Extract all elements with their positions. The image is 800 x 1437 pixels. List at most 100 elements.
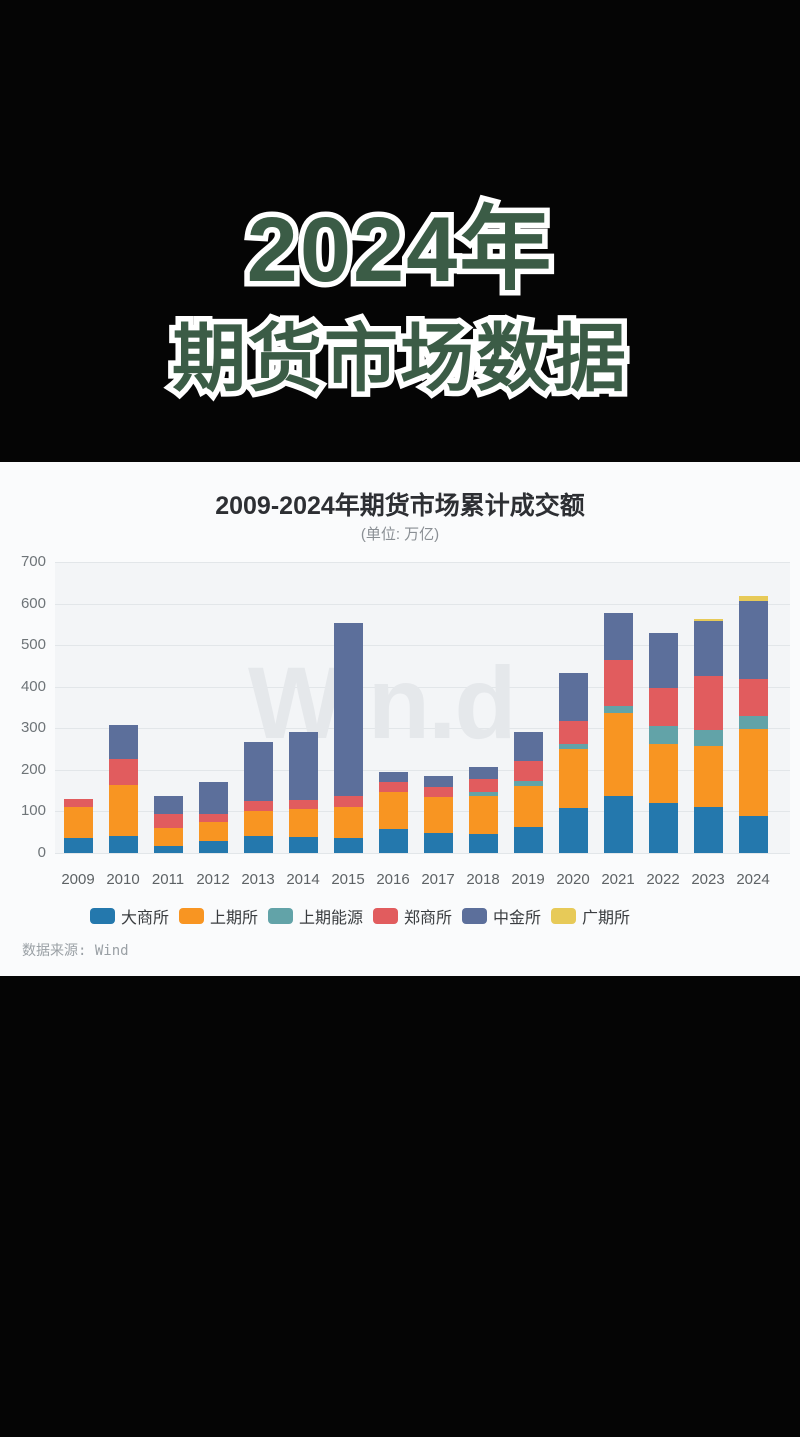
legend-item-上期能源[interactable]: 上期能源: [267, 904, 363, 928]
x-tick-2014: 2014: [286, 871, 320, 888]
bar-2014-上期所[interactable]: [288, 809, 318, 838]
x-tick-2018: 2018: [466, 871, 500, 888]
bar-2019-上期能源[interactable]: [513, 780, 543, 787]
bar-2019-郑商所[interactable]: [513, 760, 543, 781]
bar-2021-大商所[interactable]: [603, 796, 633, 853]
bar-2009-大商所[interactable]: [63, 837, 93, 853]
bar-2015-中金所[interactable]: [333, 623, 363, 797]
bar-2015-郑商所[interactable]: [333, 796, 363, 808]
bar-2010-郑商所[interactable]: [108, 758, 138, 786]
bar-2016-上期所[interactable]: [378, 791, 408, 830]
legend-item-上期所[interactable]: 上期所: [178, 904, 258, 928]
legend-item-郑商所[interactable]: 郑商所: [373, 904, 452, 928]
bar-2023-大商所[interactable]: [693, 807, 723, 853]
legend-label-上期能源: 上期能源: [298, 910, 363, 927]
bar-2023-上期所[interactable]: [693, 745, 723, 808]
bar-2018-郑商所[interactable]: [468, 779, 498, 793]
bar-2011-中金所[interactable]: [153, 795, 183, 814]
x-tick-2024: 2024: [736, 871, 770, 888]
bar-2022-郑商所[interactable]: [648, 688, 678, 726]
x-tick-2011: 2011: [151, 871, 185, 888]
bar-2022-上期能源[interactable]: [648, 725, 678, 745]
bar-2016-大商所[interactable]: [378, 829, 408, 853]
bar-2020-大商所[interactable]: [558, 808, 588, 853]
x-tick-2021: 2021: [601, 871, 635, 888]
grid-line-0: [55, 853, 790, 854]
legend-item-广期所[interactable]: 广期所: [551, 904, 630, 928]
bar-2024-中金所[interactable]: [738, 601, 768, 680]
bar-2009-上期所[interactable]: [63, 806, 93, 838]
bar-2014-郑商所[interactable]: [288, 800, 318, 810]
bar-2012-大商所[interactable]: [198, 840, 228, 853]
legend-label-广期所: 广期所: [582, 910, 631, 927]
bar-2019-中金所[interactable]: [513, 732, 543, 761]
bar-2020-上期所[interactable]: [558, 749, 588, 809]
bar-2009-郑商所[interactable]: [63, 798, 93, 807]
bar-2018-大商所[interactable]: [468, 833, 498, 853]
bar-2023-上期能源[interactable]: [693, 729, 723, 746]
bar-2024-郑商所[interactable]: [738, 679, 768, 716]
bar-2012-中金所[interactable]: [198, 781, 228, 814]
bar-2013-中金所[interactable]: [243, 742, 273, 801]
bar-2017-大商所[interactable]: [423, 833, 453, 853]
grid-line-100: [55, 811, 790, 813]
grid-line-400: [55, 686, 790, 688]
bar-2012-上期所[interactable]: [198, 822, 228, 841]
bar-2013-郑商所[interactable]: [243, 800, 273, 811]
bar-2023-广期所[interactable]: [693, 618, 723, 622]
bar-2018-上期能源[interactable]: [468, 792, 498, 796]
bar-2017-上期所[interactable]: [423, 797, 453, 834]
legend-swatch-中金所: [462, 908, 488, 924]
bar-2013-上期所[interactable]: [243, 810, 273, 837]
bar-2024-上期能源[interactable]: [738, 715, 768, 730]
bar-2015-大商所[interactable]: [333, 838, 363, 853]
bar-2013-大商所[interactable]: [243, 836, 273, 853]
bar-2021-郑商所[interactable]: [603, 660, 633, 706]
bar-2022-中金所[interactable]: [648, 632, 678, 689]
bar-2012-郑商所[interactable]: [198, 813, 228, 823]
x-tick-2019: 2019: [511, 871, 545, 888]
bar-2014-中金所[interactable]: [288, 732, 318, 801]
bar-2010-大商所[interactable]: [108, 836, 138, 853]
y-tick-700: 700: [20, 553, 46, 570]
y-tick-500: 500: [20, 636, 46, 654]
bar-2020-中金所[interactable]: [558, 672, 588, 721]
bar-2010-上期所[interactable]: [108, 785, 138, 837]
bar-2024-广期所[interactable]: [738, 596, 768, 602]
bar-2016-郑商所[interactable]: [378, 781, 408, 792]
bar-2015-上期所[interactable]: [333, 807, 363, 839]
bar-2016-中金所[interactable]: [378, 772, 408, 782]
bar-2019-大商所[interactable]: [513, 827, 543, 853]
bar-2021-上期所[interactable]: [603, 713, 633, 797]
x-tick-2016: 2016: [376, 871, 410, 888]
legend-item-中金所[interactable]: 中金所: [462, 904, 541, 928]
bar-2017-中金所[interactable]: [423, 775, 453, 788]
bar-2019-上期所[interactable]: [513, 786, 543, 828]
bar-2021-上期能源[interactable]: [603, 705, 633, 714]
bar-2017-郑商所[interactable]: [423, 787, 453, 798]
bar-2010-中金所[interactable]: [108, 724, 138, 759]
bar-2023-中金所[interactable]: [693, 621, 723, 676]
bar-2011-大商所[interactable]: [153, 845, 183, 853]
bar-2022-大商所[interactable]: [648, 803, 678, 853]
x-tick-2023: 2023: [691, 871, 725, 888]
bar-2018-上期所[interactable]: [468, 795, 498, 834]
bar-2014-大商所[interactable]: [288, 837, 318, 853]
bar-2024-上期所[interactable]: [738, 729, 768, 816]
grid-line-700: [55, 562, 790, 563]
bar-2020-郑商所[interactable]: [558, 720, 588, 745]
y-tick-400: 400: [20, 677, 46, 695]
bar-2020-上期能源[interactable]: [558, 744, 588, 750]
bar-2024-大商所[interactable]: [738, 815, 768, 853]
bar-2021-中金所[interactable]: [603, 612, 633, 661]
bar-2023-郑商所[interactable]: [693, 675, 723, 730]
x-tick-2012: 2012: [196, 871, 230, 888]
bar-2011-郑商所[interactable]: [153, 813, 183, 829]
main-title-subject: 期货市场数据: [0, 322, 800, 397]
bar-2011-上期所[interactable]: [153, 828, 183, 846]
bar-2018-中金所[interactable]: [468, 766, 498, 779]
bar-2022-上期所[interactable]: [648, 744, 678, 804]
legend-item-大商所[interactable]: 大商所: [89, 904, 169, 928]
x-tick-2020: 2020: [556, 871, 590, 888]
y-tick-600: 600: [20, 594, 46, 612]
